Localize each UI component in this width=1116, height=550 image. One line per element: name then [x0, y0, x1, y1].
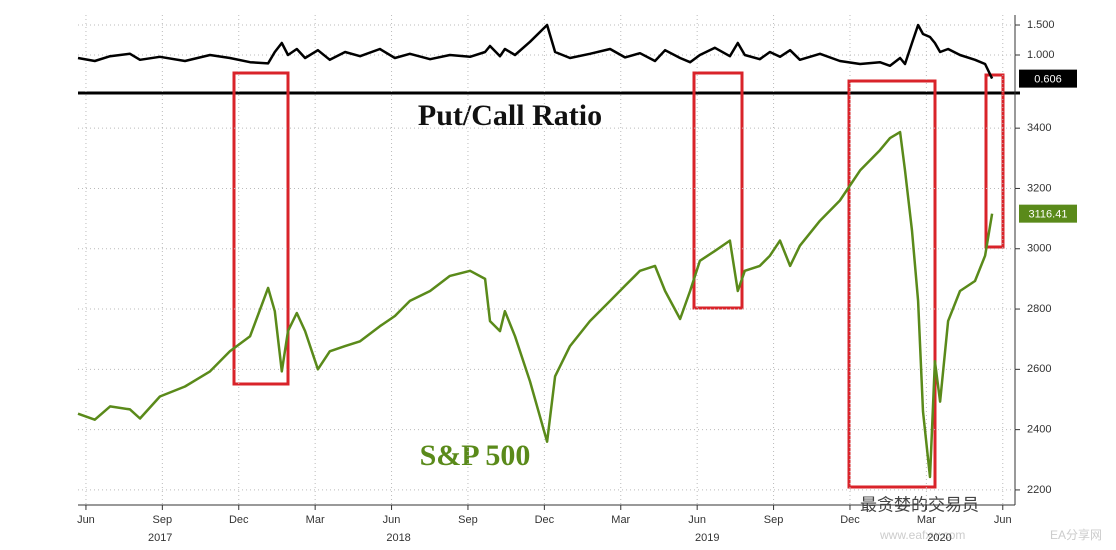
y-tick-label: 2600	[1027, 363, 1051, 375]
watermark: EA分享网	[1050, 527, 1102, 542]
x-tick-label: Jun	[383, 514, 401, 526]
y-tick-label: 3400	[1027, 122, 1051, 134]
year-label: 2020	[927, 532, 951, 544]
x-tick-label: Jun	[688, 514, 706, 526]
data-line	[77, 23, 994, 80]
x-tick-label: Mar	[611, 514, 630, 526]
last-value-box	[1019, 204, 1077, 223]
x-tick-label: Dec	[229, 514, 249, 526]
y-tick-label: 3000	[1027, 243, 1051, 255]
y-tick-label: 2400	[1027, 424, 1051, 436]
x-tick-label: Sep	[153, 514, 173, 526]
last-value-label: 0.606	[1034, 74, 1062, 86]
data-line	[77, 130, 994, 479]
x-tick-label: Mar	[917, 514, 936, 526]
watermark: www.eafxw.com	[879, 528, 965, 542]
highlight-box	[847, 79, 937, 489]
x-tick-label: Dec	[535, 514, 555, 526]
year-label: 2018	[386, 532, 410, 544]
y-tick-label: 2800	[1027, 303, 1051, 315]
y-tick-label: 1.500	[1027, 19, 1055, 31]
last-value-label: 3116.41	[1029, 209, 1068, 221]
x-tick-label: Dec	[840, 514, 860, 526]
y-tick-label: 3200	[1027, 182, 1051, 194]
x-tick-label: Sep	[458, 514, 478, 526]
x-tick-label: Jun	[77, 514, 95, 526]
y-tick-label: 1.000	[1027, 49, 1055, 61]
highlight-box	[692, 71, 744, 310]
year-label: 2019	[695, 532, 719, 544]
highlight-boxes	[232, 71, 1005, 489]
y-tick-label: 2200	[1027, 484, 1051, 496]
x-tick-label: Mar	[306, 514, 325, 526]
sp500-title: S&P 500	[420, 439, 531, 472]
last-value-box	[1019, 69, 1077, 88]
highlight-box	[984, 73, 1005, 249]
watermark: 最贪婪的交易员	[860, 495, 979, 514]
year-label: 2017	[148, 532, 172, 544]
highlight-box	[232, 71, 290, 386]
put-call-title: Put/Call Ratio	[418, 99, 602, 132]
x-tick-label: Jun	[994, 514, 1012, 526]
x-tick-label: Sep	[764, 514, 784, 526]
